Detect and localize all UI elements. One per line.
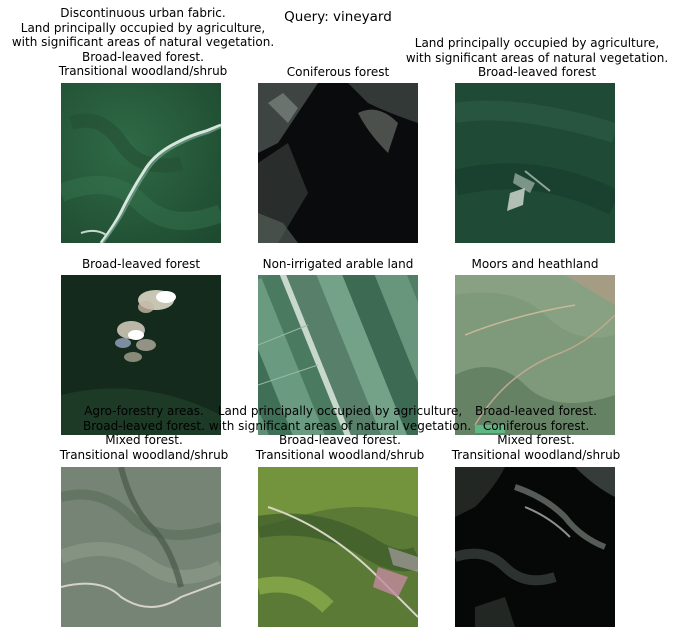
caption-line: Coniferous forest — [286, 65, 390, 79]
caption-line: Broad-leaved forest — [477, 65, 597, 80]
caption-line: Broad-leaved forest. — [279, 433, 401, 448]
tile-8-image — [258, 467, 418, 627]
tile-1-image — [61, 83, 221, 243]
tile-7-image — [61, 467, 221, 627]
tile-6-image — [455, 275, 615, 435]
caption-line: Transitional woodland/shrub — [59, 447, 229, 462]
tile-4-caption: Broad-leaved forest — [0, 257, 291, 272]
caption-line: Broad-leaved forest — [81, 257, 201, 271]
caption-line: Transitional woodland/shrub — [255, 447, 425, 462]
tile-2-caption: Coniferous forest — [188, 65, 488, 80]
caption-line: Land principally occupied by agriculture… — [414, 36, 660, 50]
tile-3-caption: Land principally occupied by agriculture… — [387, 36, 676, 80]
tile-5-caption: Non-irrigated arable land — [188, 257, 488, 272]
caption-line: Land principally occupied by agriculture… — [20, 20, 266, 35]
caption-line: Mixed forest. — [497, 433, 575, 448]
tile-3-image — [455, 83, 615, 243]
tile-2-image — [258, 83, 418, 243]
caption-line: Agro-forestry areas. — [84, 404, 204, 418]
caption-line: Coniferous forest. — [482, 418, 590, 433]
tile-7-caption: Agro-forestry areas. Broad-leaved forest… — [0, 404, 294, 462]
tile-6-caption: Moors and heathland — [385, 257, 676, 272]
tile-8-caption: Land principally occupied by agriculture… — [190, 404, 490, 462]
query-title: Query: vineyard — [284, 9, 392, 25]
caption-line: Transitional woodland/shrub — [58, 64, 228, 79]
caption-line: Land principally occupied by agriculture… — [217, 404, 463, 418]
caption-line: with significant areas of natural vegeta… — [405, 50, 669, 65]
tile-9-image — [455, 467, 615, 627]
caption-line: Broad-leaved forest. — [83, 418, 205, 433]
caption-line: Broad-leaved forest. — [475, 404, 597, 418]
tile-5-image — [258, 275, 418, 435]
caption-line: with significant areas of natural vegeta… — [208, 418, 472, 433]
caption-line: Discontinuous urban fabric. — [60, 6, 226, 20]
caption-line: Mixed forest. — [105, 433, 183, 448]
caption-line: Broad-leaved forest. — [82, 49, 204, 64]
caption-line: Transitional woodland/shrub — [451, 447, 621, 462]
tile-4-image — [61, 275, 221, 435]
tile-1-caption: Discontinuous urban fabric. Land princip… — [0, 6, 293, 79]
tile-9-caption: Broad-leaved forest. Coniferous forest. … — [386, 404, 676, 462]
caption-line: Moors and heathland — [471, 257, 599, 271]
caption-line: Non-irrigated arable land — [262, 257, 414, 271]
caption-line: with significant areas of natural vegeta… — [11, 35, 275, 50]
